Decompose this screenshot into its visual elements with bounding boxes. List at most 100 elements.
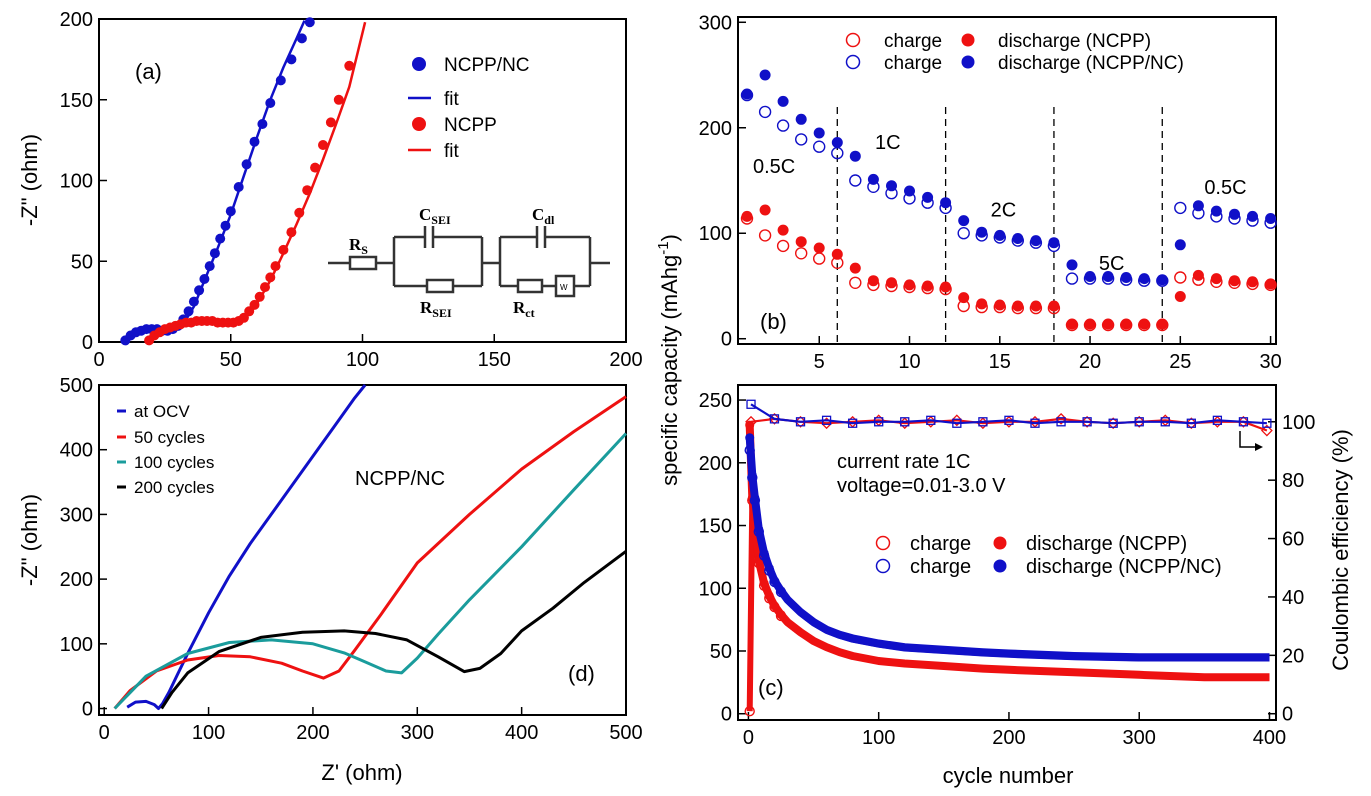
- efficiency-point: [1160, 417, 1170, 427]
- x-tick-label: 100: [192, 722, 225, 744]
- panel-a-frame: [98, 18, 627, 343]
- rate-point: [922, 191, 934, 203]
- legend-d-label-1: at OCV: [134, 402, 190, 421]
- capacity-point: [754, 524, 764, 534]
- rate-point: [958, 292, 970, 304]
- csei-label: CSEI: [419, 205, 451, 227]
- rate-point: [940, 197, 952, 209]
- rate-point: [867, 275, 879, 287]
- efficiency-point: [1262, 418, 1272, 428]
- y-tick-label: 200: [699, 118, 732, 140]
- rate-point: [1048, 300, 1060, 312]
- rate-point: [1210, 273, 1222, 285]
- y2-tick-label: 20: [1282, 645, 1304, 667]
- rate-label: 5C: [1099, 253, 1125, 275]
- x-tick-label: 20: [1079, 351, 1101, 373]
- y-tick-label: 100: [60, 171, 93, 193]
- rate-point: [1247, 276, 1258, 288]
- capacity-point: [764, 591, 774, 601]
- x-tick-label: 10: [898, 351, 920, 373]
- panel-a-tag: (a): [135, 59, 162, 84]
- rate-point: [958, 215, 970, 227]
- efficiency-point: [926, 415, 936, 425]
- panel-c-legend: charge discharge (NCPP) charge discharge…: [875, 533, 1222, 578]
- rate-point: [777, 224, 789, 236]
- rate-point: [813, 252, 826, 265]
- nyquist-curve: [160, 550, 627, 710]
- legend-b-marker-4: [961, 55, 975, 69]
- legend-b-label-3: charge: [884, 53, 942, 74]
- legend-a-marker-2: [412, 117, 426, 131]
- capacity-point: [747, 470, 757, 480]
- rate-point: [813, 140, 826, 153]
- capacity-point: [744, 706, 755, 717]
- rsei-resistor: [425, 278, 455, 294]
- x-tick-label: 150: [478, 349, 511, 371]
- y-tick-label: 0: [721, 329, 732, 351]
- efficiency-point: [874, 417, 884, 427]
- rs-label: RS: [349, 235, 368, 257]
- rate-point: [1210, 205, 1222, 217]
- y2-tick-label: 80: [1282, 470, 1304, 492]
- y-tick-label: 300: [60, 504, 93, 526]
- rate-point: [957, 226, 970, 240]
- legend-a-label-2: fit: [444, 89, 460, 110]
- y-tick-label: 0: [82, 332, 93, 354]
- x-tick-label: 5: [814, 351, 825, 373]
- efficiency-point: [795, 417, 806, 427]
- rate-point: [776, 239, 790, 253]
- rate-point: [1138, 273, 1150, 285]
- efficiency-point: [745, 415, 757, 428]
- panel-d-legend: at OCV 50 cycles 100 cycles 200 cycles: [117, 402, 214, 497]
- impedance-point: [344, 60, 355, 71]
- rate-point: [1030, 300, 1042, 312]
- rate-point: [1048, 237, 1060, 249]
- panel-d: 0 100 200 300 400 500 0 100 200 300 400 500 (d) NCP…: [17, 375, 643, 785]
- rate-label: 0.5C: [753, 156, 795, 178]
- panel-c-annotation-rate: current rate 1C: [837, 451, 970, 473]
- rate-label: 1C: [875, 132, 901, 154]
- capacity-point: [759, 578, 769, 588]
- nyquist-curve: [126, 384, 367, 710]
- capacity-point: [776, 586, 786, 596]
- panel-b-tag: (b): [760, 309, 787, 334]
- y-tick-label: 0: [721, 704, 732, 726]
- efficiency-point: [1186, 418, 1196, 428]
- impedance-point: [325, 117, 336, 128]
- rate-point: [813, 242, 825, 254]
- rate-point: [741, 210, 753, 222]
- efficiency-point: [794, 415, 807, 428]
- x-tick-label: 300: [401, 722, 434, 744]
- panel-c: 0 100 200 300 400050100150200250020406080100…: [699, 384, 1315, 749]
- y-tick-label: 250: [699, 390, 732, 412]
- legend-c-marker-4: [993, 559, 1007, 573]
- y-tick-label: 50: [71, 251, 93, 273]
- efficiency-point: [1260, 424, 1273, 437]
- y-tick-label: 200: [699, 453, 732, 475]
- efficiency-point: [847, 418, 858, 428]
- panel-c-annotation-voltage: voltage=0.01-3.0 V: [837, 475, 1006, 497]
- capacity-point: [770, 576, 779, 586]
- rate-point: [795, 133, 808, 146]
- legend-b-label-2: discharge (NCPP): [998, 31, 1151, 52]
- y2-tick-label: 60: [1282, 529, 1304, 551]
- rate-point: [1229, 275, 1240, 287]
- rate-point: [1066, 318, 1078, 330]
- rate-point: [777, 95, 789, 107]
- coulombic-efficiency-trace: [750, 403, 1267, 425]
- rate-label: 0.5C: [1204, 177, 1246, 199]
- rate-point: [849, 262, 861, 274]
- efficiency-point: [769, 414, 780, 424]
- rate-point: [1066, 259, 1078, 271]
- efficiency-point: [1056, 417, 1066, 427]
- impedance-point: [333, 94, 344, 105]
- legend-a-marker-1: [412, 57, 426, 71]
- y-tick-label: 100: [699, 223, 732, 245]
- legend-c-label-4: discharge (NCPP/NC): [1026, 556, 1222, 578]
- efficiency-point: [1133, 415, 1146, 428]
- rate-point: [976, 226, 988, 238]
- efficiency-point: [1081, 415, 1094, 428]
- rate-point: [795, 236, 807, 248]
- efficiency-point: [900, 417, 910, 427]
- y2-tick-label: 40: [1282, 587, 1304, 609]
